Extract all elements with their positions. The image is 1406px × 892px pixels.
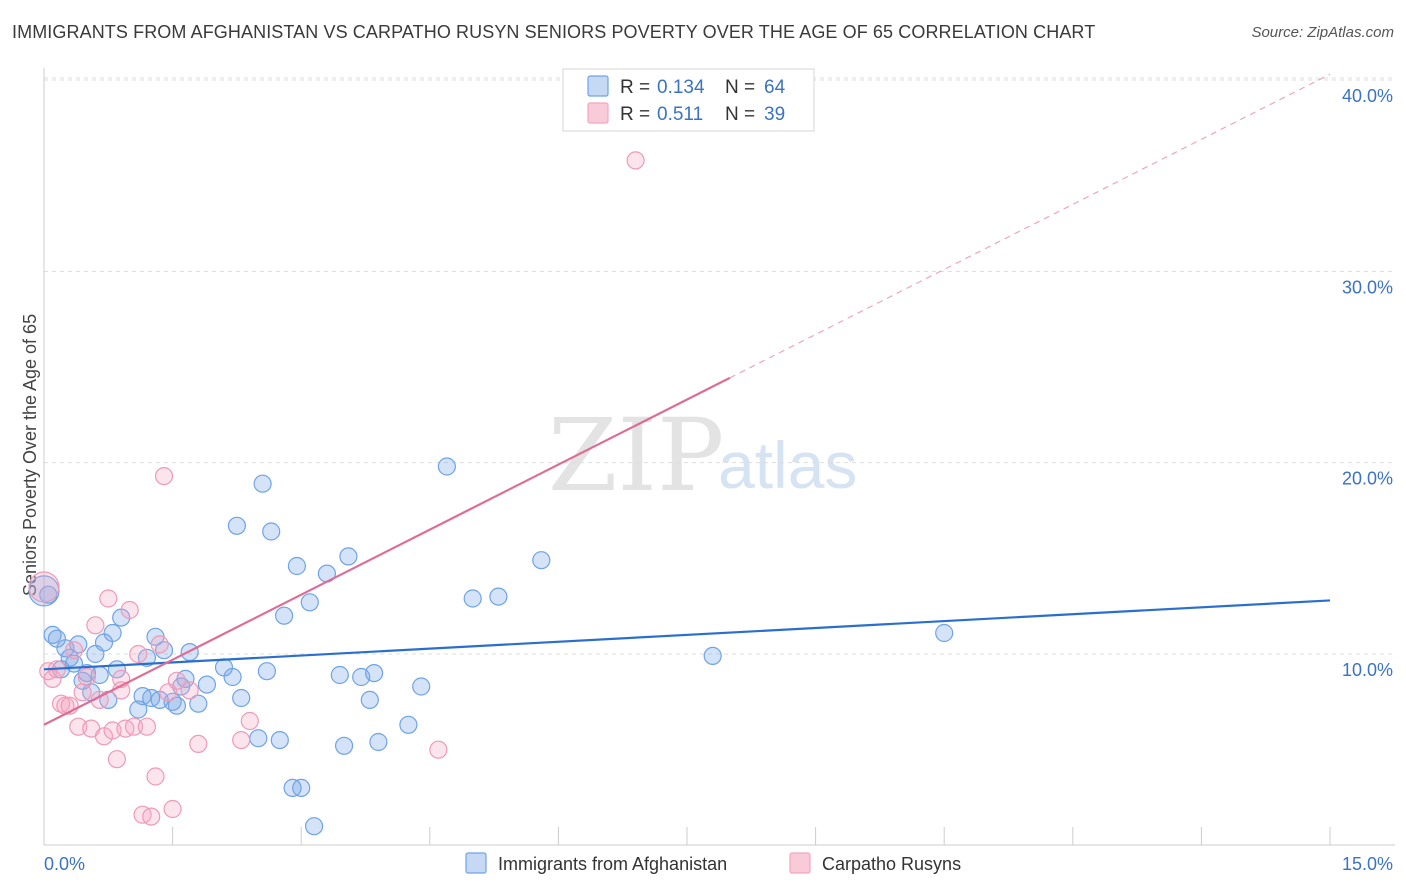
series-1-point-12 [86,616,105,635]
series-0-point-54 [369,732,388,752]
y-tick-label-3: 40.0% [1342,86,1393,106]
series-1-point-32 [180,681,199,700]
y-tick-labels: 10.0% 20.0% 30.0% 40.0% [1342,86,1393,680]
x-tick-label-1: 15.0% [1342,854,1393,874]
series-0-point-56 [412,677,431,696]
series-0-point-61 [703,646,722,666]
series-0-point-52 [360,690,379,710]
series-0-point-50 [339,547,358,566]
y-axis-label: Seniors Poverty Over the Age of 65 [20,314,40,596]
series-0-point-48 [330,665,349,685]
series-1-point-20 [120,600,139,620]
x-tick-label-0: 0.0% [44,854,85,874]
legend-swatch-pink [587,102,609,124]
series-0-point-60 [532,551,551,570]
series-0-point-49 [335,736,354,755]
legend-n-label-blue: N = [725,77,755,98]
series-1-point-37 [626,151,645,170]
series-1-point-36 [429,740,448,759]
series-0-point-40 [270,730,289,750]
series-1-point-33 [189,734,208,754]
trendlines [43,73,1331,726]
source-label: Source: ZipAtlas.com [1251,24,1394,41]
top-legend: R = 0.134 N = 64 R = 0.511 N = 39 [562,68,815,132]
axes [43,68,1395,846]
legend-r-value-blue: 0.134 [657,77,705,98]
series-0-point-45 [300,593,319,612]
trendline-series-0 [43,599,1331,671]
bottom-legend-swatch-blue [465,852,487,874]
series-1-point-17 [107,750,127,769]
gridlines [44,77,1395,655]
legend-n-label-pink: N = [725,104,755,125]
series-1-point-35 [240,711,259,731]
series-0-point-39 [262,522,281,541]
series-0-point-33 [223,667,242,687]
y-tick-label-1: 20.0% [1342,469,1393,489]
series-0-point-31 [197,675,216,694]
legend-swatch-blue [587,75,609,97]
series-0-point-55 [399,715,418,734]
bottom-legend-label-afghanistan: Immigrants from Afghanistan [498,854,727,874]
bottom-legend-swatch-pink [789,852,811,874]
series-0-point-62 [935,623,954,643]
legend-r-value-pink: 0.511 [657,104,703,125]
series-0-point-18 [129,700,148,719]
series-1-point-27 [150,635,169,654]
series-1-point-28 [154,467,174,486]
series-1-point-26 [146,767,165,786]
bottom-legend-label-rusyns: Carpatho Rusyns [822,854,961,874]
series-1-point-0 [28,571,60,603]
y-tick-label-2: 30.0% [1342,277,1393,297]
series-1-point-31 [167,671,186,690]
series-0-point-15 [103,623,122,643]
series-0-point-53 [365,663,384,683]
series-0-point-34 [227,516,246,535]
series-0-point-36 [249,729,268,748]
chart-title: IMMIGRANTS FROM AFGHANISTAN VS CARPATHO … [12,22,1096,42]
series-0-point-43 [287,556,306,576]
series-0-point-57 [437,457,456,476]
legend-n-value-blue: 64 [764,77,786,98]
series-1-point-7 [64,641,84,660]
bottom-legend: Immigrants from Afghanistan Carpatho Rus… [465,852,961,874]
series-0-point-38 [257,662,276,681]
series-0-point-35 [232,688,251,708]
series-1-point-30 [163,799,182,819]
series-0-point-37 [253,474,272,493]
series-0-point-26 [167,696,186,715]
legend-n-value-pink: 39 [764,104,785,125]
series-1-point-10 [77,667,97,687]
legend-r-label-blue: R = [620,77,650,98]
series-1-point-22 [129,644,148,664]
trendline-series-1-solid [43,376,731,726]
watermark: ZIP atlas [548,397,857,514]
legend-r-label-pink: R = [620,104,650,125]
series-0-point-59 [489,587,508,606]
series-0-point-20 [137,648,156,667]
series-0-point-58 [463,589,482,608]
watermark-atlas: atlas [718,428,857,502]
series-0-point-30 [189,694,208,713]
x-tick-labels: 0.0% 15.0% [44,854,1393,874]
series-1-point-25 [142,807,161,826]
series-1-point-34 [232,730,251,750]
series-1-point-9 [73,683,92,702]
series-1-points [28,151,645,826]
series-1-point-2 [43,669,62,689]
trendline-series-1-dashed [729,73,1331,379]
series-1-point-24 [137,717,156,736]
series-0-point-41 [275,606,294,625]
series-1-point-15 [99,589,118,608]
series-0-point-44 [292,778,311,798]
y-tick-label-0: 10.0% [1342,660,1393,680]
series-1-point-21 [124,717,144,736]
series-0-point-46 [305,817,324,836]
